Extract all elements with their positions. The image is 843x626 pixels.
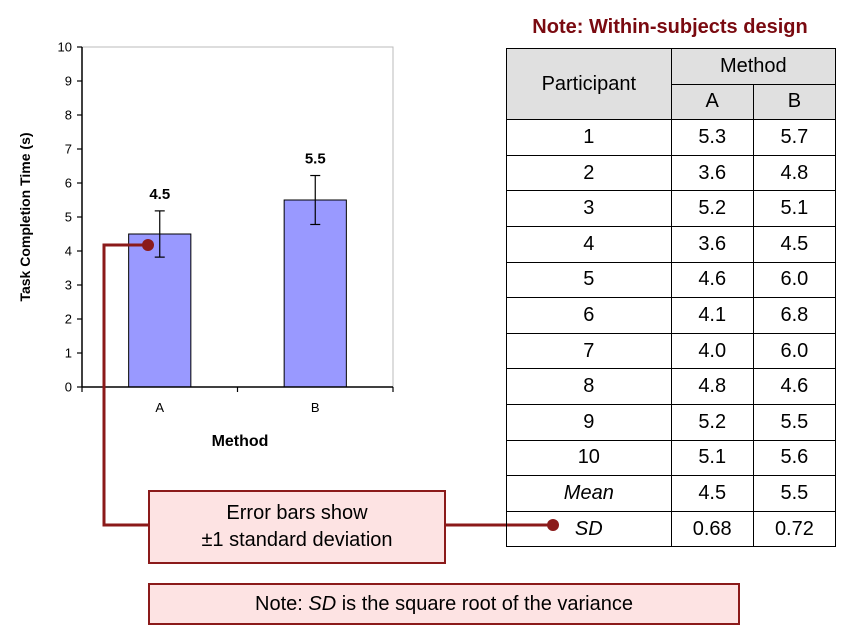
row-label: 5 <box>506 261 672 299</box>
y-tick-label: 1 <box>65 346 72 361</box>
x-axis-label: Method <box>212 433 269 450</box>
value-method-a: 3.6 <box>670 225 754 263</box>
value-method-a: 3.6 <box>670 154 754 192</box>
y-tick-label: 8 <box>65 108 72 123</box>
data-table: Participant Method A B 1 5.3 5.7 2 3.6 4.8 3 5.… <box>506 47 837 548</box>
data-label-b: 5.5 <box>305 151 326 168</box>
sd-note-callout: Note: SD is the square root of the varia… <box>148 583 740 625</box>
value-method-a: 4.5 <box>670 475 754 512</box>
table-row-sd: SD 0.68 0.72 <box>506 510 837 548</box>
row-label: 6 <box>506 297 672 334</box>
table-row: 8 4.8 4.6 <box>506 368 837 405</box>
sd-note-term: SD <box>308 593 337 615</box>
data-label-a: 4.5 <box>149 186 170 203</box>
table-row-mean: Mean 4.5 5.5 <box>506 475 837 512</box>
value-method-b: 4.6 <box>752 368 837 405</box>
table-row: 9 5.2 5.5 <box>506 403 837 441</box>
table-row: 6 4.1 6.8 <box>506 297 837 334</box>
table-row: 3 5.2 5.1 <box>506 190 837 227</box>
table-row: 10 5.1 5.6 <box>506 439 837 477</box>
design-note: Note: Within-subjects design <box>532 16 808 38</box>
connector-line-error <box>102 243 148 527</box>
header-method: Method <box>670 48 837 85</box>
bar-b <box>283 199 347 388</box>
value-method-a: 4.8 <box>670 368 754 405</box>
value-method-a: 5.2 <box>670 190 754 227</box>
header-method-a: A <box>670 83 754 121</box>
y-tick-label: 3 <box>65 278 72 293</box>
sd-note-prefix: Note: <box>255 593 309 615</box>
row-label: 8 <box>506 368 672 405</box>
value-method-a: 4.0 <box>670 332 754 370</box>
value-method-a: 0.68 <box>670 510 754 548</box>
sd-note-suffix: is the square root of the variance <box>336 593 633 615</box>
row-label: 7 <box>506 332 672 370</box>
value-method-b: 5.5 <box>752 403 837 441</box>
table-row: 5 4.6 6.0 <box>506 261 837 299</box>
bar-a <box>128 233 192 388</box>
value-method-b: 5.6 <box>752 439 837 477</box>
row-label: 1 <box>506 119 672 156</box>
value-method-a: 5.3 <box>670 119 754 156</box>
value-method-a: 5.1 <box>670 439 754 477</box>
error-bar-callout: Error bars show ±1 standard deviation <box>148 490 446 564</box>
table-row: 7 4.0 6.0 <box>506 332 837 370</box>
value-method-b: 4.8 <box>752 154 837 192</box>
value-method-b: 6.8 <box>752 297 837 334</box>
error-callout-line-1: Error bars show <box>226 502 368 524</box>
value-method-b: 6.0 <box>752 261 837 299</box>
y-tick-label: 5 <box>65 210 72 225</box>
row-label: 2 <box>506 154 672 192</box>
y-tick-label: 9 <box>65 74 72 89</box>
data-table-container: Participant Method A B 1 5.3 5.7 2 3.6 4.8 3 5.… <box>506 47 837 548</box>
row-label: 9 <box>506 403 672 441</box>
row-label: SD <box>506 510 672 548</box>
value-method-b: 5.1 <box>752 190 837 227</box>
connector-dot-error <box>142 239 154 251</box>
value-method-a: 4.1 <box>670 297 754 334</box>
table-row: 4 3.6 4.5 <box>506 225 837 263</box>
value-method-a: 4.6 <box>670 261 754 299</box>
value-method-b: 5.5 <box>752 475 837 512</box>
value-method-b: 6.0 <box>752 332 837 370</box>
x-tick-label: A <box>155 400 164 415</box>
value-method-b: 0.72 <box>752 510 837 548</box>
table-row: 2 3.6 4.8 <box>506 154 837 192</box>
row-label: 10 <box>506 439 672 477</box>
table-row: 1 5.3 5.7 <box>506 119 837 156</box>
y-tick-label: 4 <box>65 244 72 259</box>
y-tick-label: 7 <box>65 142 72 157</box>
value-method-b: 5.7 <box>752 119 837 156</box>
value-method-b: 4.5 <box>752 225 837 263</box>
header-participant: Participant <box>506 47 672 121</box>
x-tick-label: B <box>311 400 320 415</box>
row-label: 4 <box>506 225 672 263</box>
header-method-b: B <box>752 83 837 121</box>
row-label: Mean <box>506 475 672 512</box>
y-tick-label: 10 <box>58 40 72 55</box>
y-axis-label: Task Completion Time (s) <box>17 132 33 301</box>
y-tick-label: 6 <box>65 176 72 191</box>
y-tick-label: 0 <box>65 380 72 395</box>
value-method-a: 5.2 <box>670 403 754 441</box>
row-label: 3 <box>506 190 672 227</box>
error-callout-line-2: ±1 standard deviation <box>201 529 393 551</box>
y-tick-label: 2 <box>65 312 72 327</box>
